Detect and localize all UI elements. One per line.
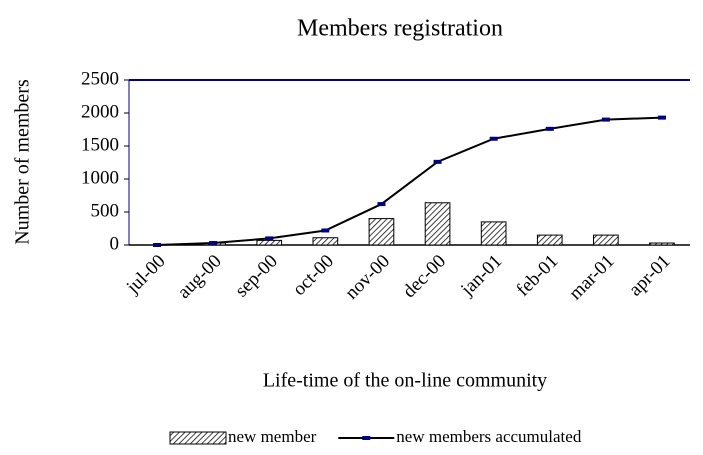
- x-tick-label: apr-01: [625, 251, 675, 301]
- bar: [536, 234, 563, 246]
- line-marker: [601, 117, 610, 122]
- bar: [424, 202, 451, 246]
- y-tick-label: 2000: [81, 101, 119, 122]
- x-tick-label: nov-00: [341, 251, 394, 304]
- y-tick-label: 0: [110, 233, 120, 254]
- x-tick-label: sep-00: [231, 251, 282, 302]
- bar: [312, 237, 339, 246]
- chart-title: Members registration: [297, 16, 503, 42]
- y-tick-label: 500: [91, 200, 120, 221]
- x-tick-label: jul-00: [122, 251, 170, 299]
- x-axis-title: Life-time of the on-line community: [263, 370, 547, 392]
- y-tick-label: 2500: [81, 68, 119, 89]
- y-tick-label: 1000: [81, 167, 119, 188]
- line-series: [157, 116, 662, 246]
- line-marker: [321, 228, 330, 233]
- line-marker: [209, 241, 218, 246]
- legend-swatch: [169, 431, 227, 445]
- bar: [649, 242, 675, 246]
- x-tick-label: aug-00: [174, 251, 226, 303]
- bar: [480, 221, 507, 246]
- line-marker: [153, 243, 162, 247]
- x-tick-label: oct-00: [289, 251, 338, 300]
- legend-marker: [362, 436, 371, 440]
- x-tick-label: jan-01: [456, 251, 506, 301]
- line-marker: [545, 126, 554, 131]
- x-tick-label: mar-01: [565, 251, 618, 304]
- bar: [593, 234, 619, 246]
- y-tick-label: 1500: [81, 134, 119, 155]
- x-tick-label: feb-01: [512, 251, 562, 301]
- line-marker: [265, 236, 274, 241]
- bar: [368, 218, 395, 246]
- bar: [256, 239, 283, 246]
- y-axis-title: Number of members: [12, 79, 34, 245]
- legend-label: new member: [228, 427, 317, 446]
- x-tick-label: dec-00: [399, 251, 450, 302]
- legend-label: new members accumulated: [396, 427, 582, 446]
- line-marker: [433, 159, 442, 164]
- line-marker: [377, 202, 386, 207]
- line-marker: [657, 115, 666, 120]
- line-marker: [489, 136, 498, 141]
